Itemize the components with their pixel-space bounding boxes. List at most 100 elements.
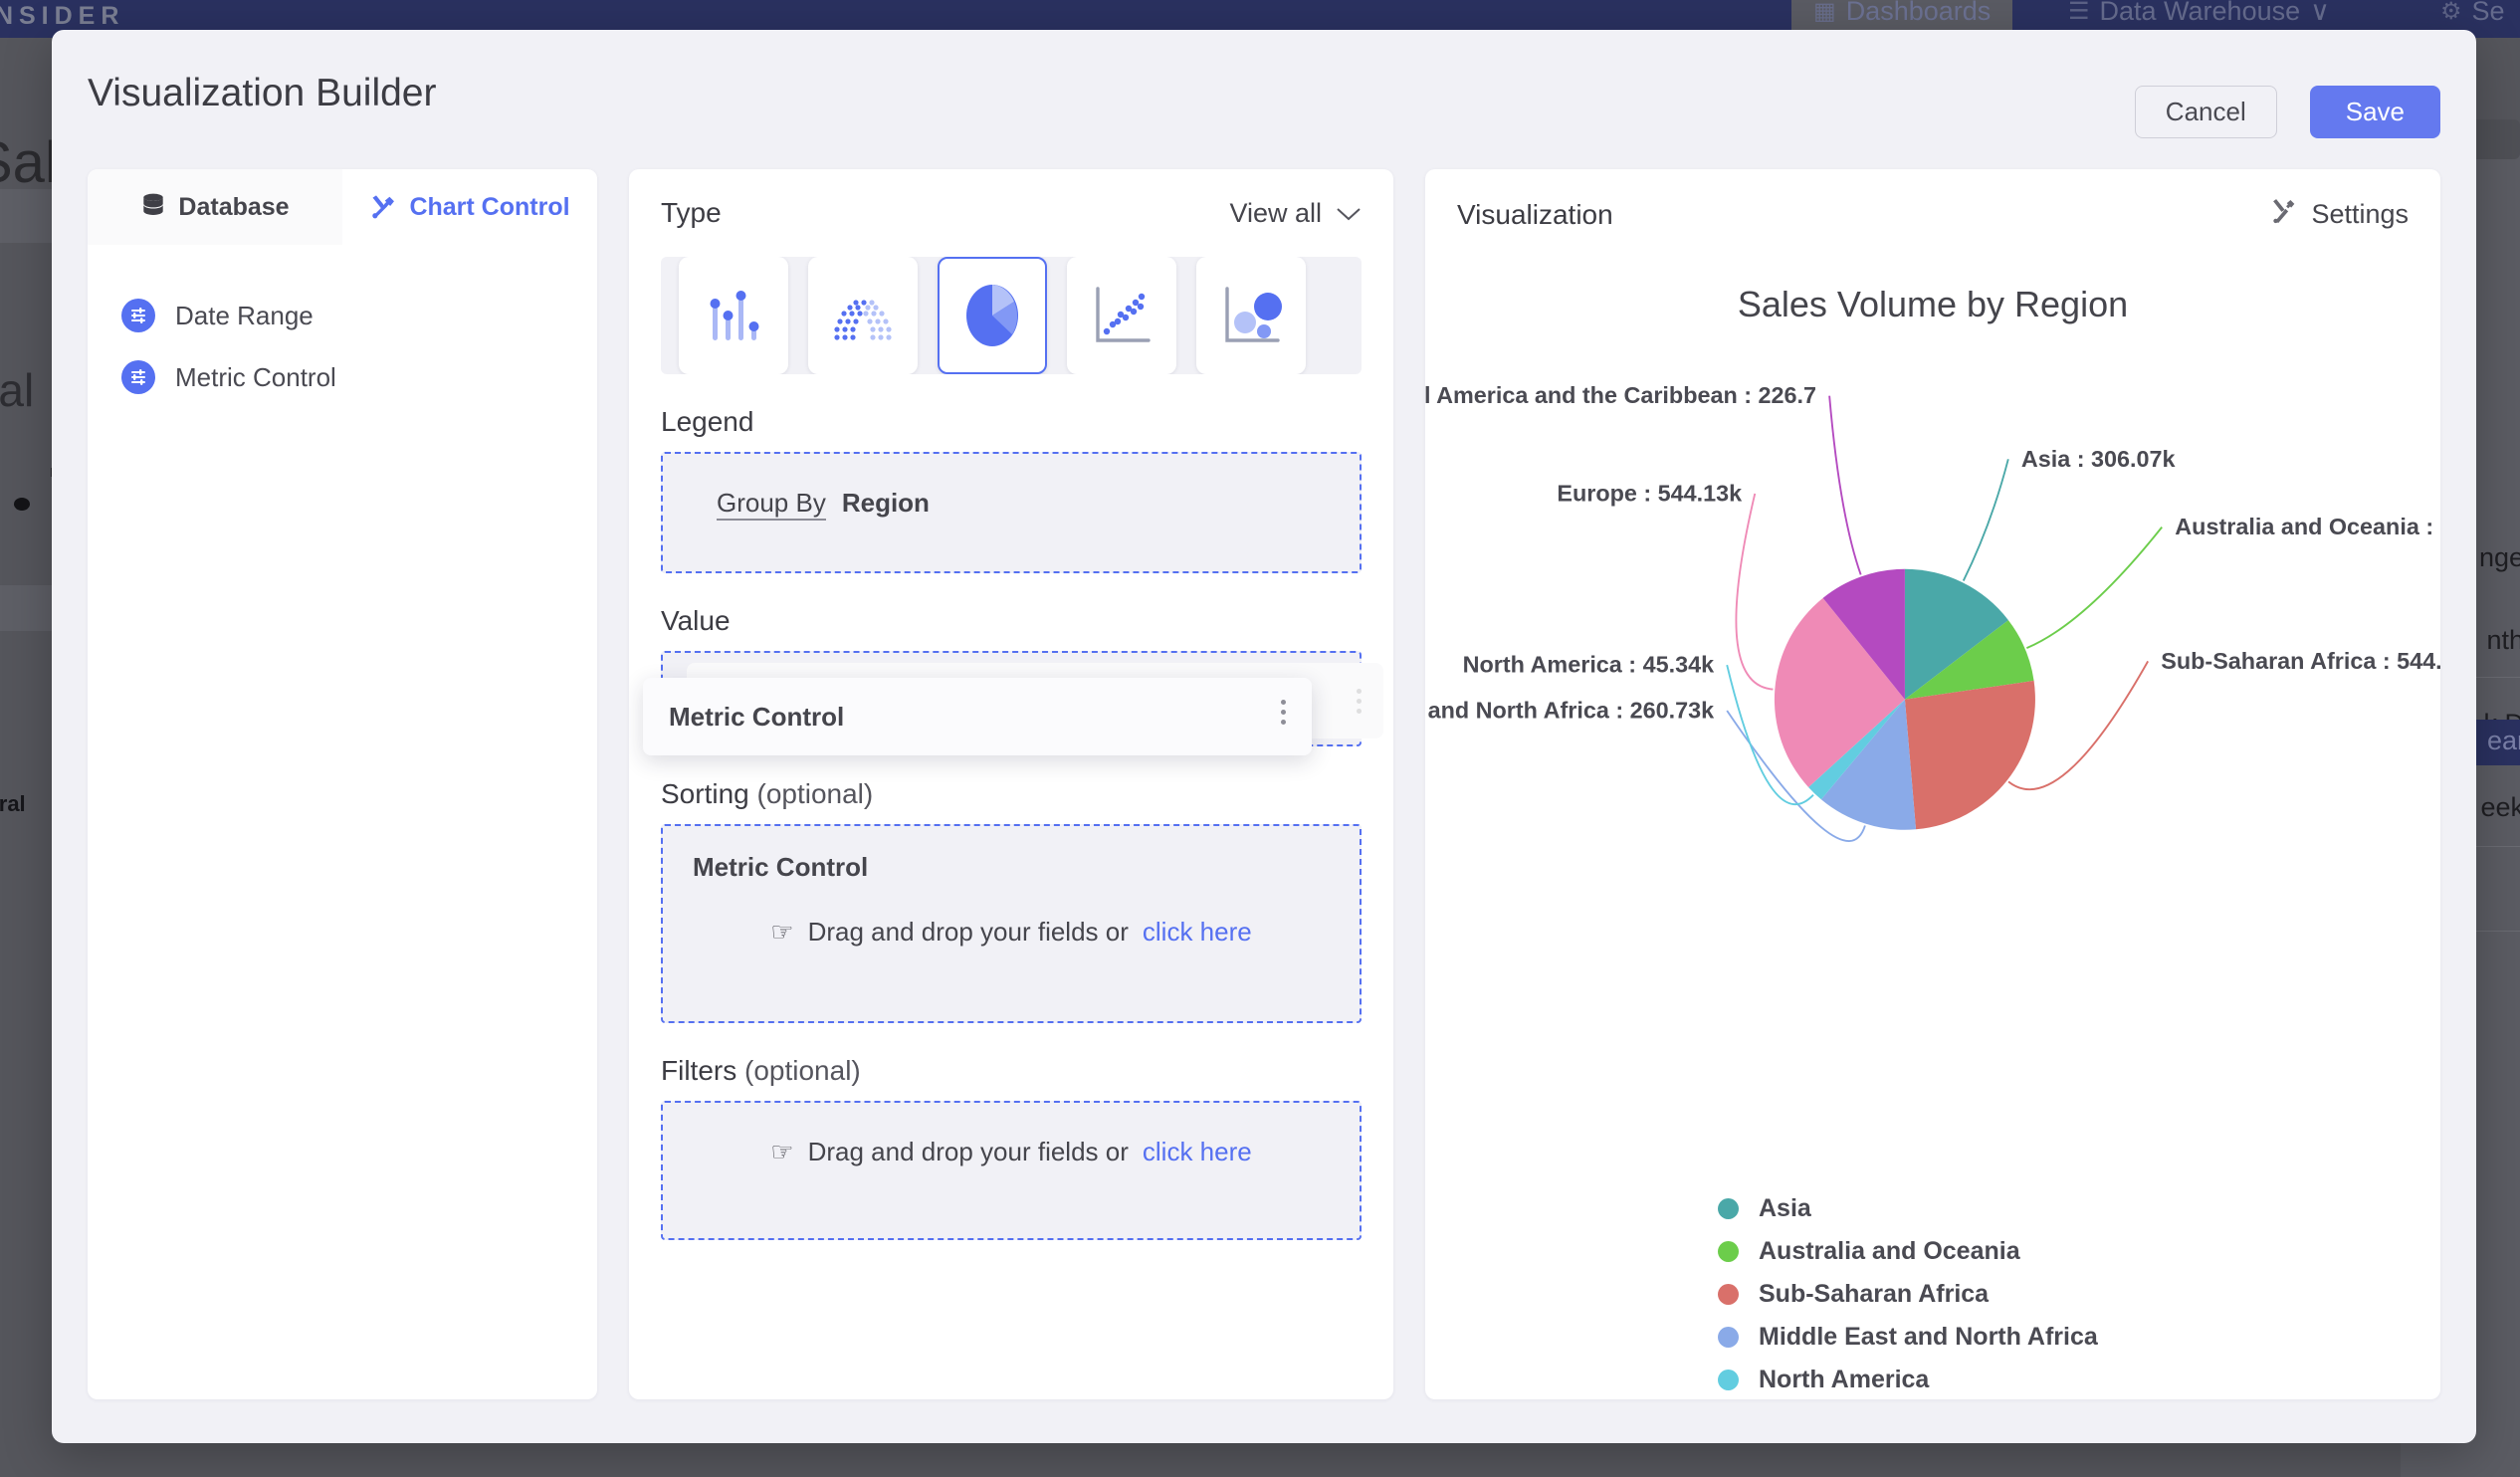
legend-item[interactable]: Australia and Oceania	[1718, 1237, 2173, 1266]
sorting-section-label: Sorting (optional)	[661, 778, 1362, 810]
pie-callout-label: Middle East and North Africa : 260.73k	[1425, 697, 1715, 723]
field-item-metric-control[interactable]: Metric Control	[88, 346, 597, 408]
legend-swatch-icon	[1718, 1370, 1739, 1390]
pie-callout-labels: Asia : 306.07k Australia and Oceania : 17…	[1425, 382, 2440, 723]
page-title: Visualization Builder	[88, 72, 437, 114]
visualization-panel: Visualization Settings Sales Volume by R…	[1425, 169, 2440, 1399]
legend-item-label: Sub-Saharan Africa	[1759, 1280, 1990, 1308]
legend-dropzone[interactable]: Group By Region	[661, 452, 1362, 573]
legend-swatch-icon	[1718, 1327, 1739, 1348]
dragged-field-chip[interactable]: Metric Control	[643, 678, 1312, 755]
sorting-hint-text: Drag and drop your fields or	[807, 917, 1129, 947]
field-item-date-range-label: Date Range	[175, 300, 314, 330]
background-bullet-dot	[14, 498, 30, 511]
sorting-dropzone[interactable]: Metric Control ☞ Drag and drop your fiel…	[661, 824, 1362, 1023]
database-user-icon: ☰	[2068, 0, 2090, 25]
settings-label: Settings	[2311, 199, 2409, 229]
chart-legend: Asia Australia and Oceania Sub-Saharan Afr…	[1718, 1194, 2173, 1399]
background-kpi-label: otal	[0, 364, 35, 416]
visualization-builder-modal: Visualization Builder Cancel Save Databa…	[52, 30, 2476, 1443]
pie-slice[interactable]	[1774, 597, 1905, 787]
background-nav-settings[interactable]: ⚙ Se	[2440, 0, 2505, 27]
visualization-header-row: Visualization Settings	[1457, 197, 2409, 232]
sorting-section-optional: (optional)	[748, 778, 874, 809]
gear-icon: ⚙	[2440, 0, 2462, 25]
background-row-label[interactable]: eek	[2480, 792, 2520, 822]
pie-chart[interactable]: Asia : 306.07k Australia and Oceania : 17…	[1425, 289, 2440, 1045]
pie-slice[interactable]	[1820, 699, 1917, 830]
filters-click-here-link[interactable]: click here	[1142, 1137, 1252, 1166]
type-row: Type View all	[661, 197, 1362, 229]
sliders-icon	[121, 360, 155, 394]
pie-slice[interactable]	[1904, 620, 2034, 700]
pie-leader-lines	[1726, 395, 2163, 842]
field-item-date-range[interactable]: Date Range	[88, 285, 597, 346]
kebab-menu-icon	[1357, 688, 1362, 714]
cancel-button[interactable]: Cancel	[2134, 86, 2277, 138]
pie-callout-label: Central America and the Caribbean : 226.…	[1425, 382, 1816, 408]
legend-item[interactable]: Asia	[1718, 1194, 2173, 1223]
chart-type-pie-chart-icon[interactable]	[938, 257, 1047, 374]
chart-type-lollipop-chart-icon[interactable]	[679, 257, 788, 374]
tools-icon	[369, 193, 397, 221]
background-row-label[interactable]: nth	[2486, 625, 2520, 655]
visualization-section-label: Visualization	[1457, 198, 1613, 230]
legend-section-label: Legend	[661, 406, 754, 437]
pie-slice[interactable]	[1808, 699, 1905, 800]
legend-item-label: Asia	[1759, 1194, 1811, 1222]
tools-icon	[2268, 197, 2298, 232]
drag-hand-icon: ☞	[770, 917, 794, 947]
pie-callout-label: Asia : 306.07k	[2021, 446, 2177, 472]
kebab-menu-icon[interactable]	[1281, 700, 1286, 725]
pie-callout-label: Australia and Oceania : 170.04k	[2175, 514, 2440, 539]
sorting-click-here-link[interactable]: click here	[1142, 917, 1252, 947]
legend-item[interactable]: Sub-Saharan Africa	[1718, 1280, 2173, 1309]
chart-type-dot-density-arc-chart-icon[interactable]	[808, 257, 918, 374]
legend-group-by-row[interactable]: Group By Region	[693, 480, 1330, 527]
save-button[interactable]: Save	[2309, 86, 2440, 138]
tab-database[interactable]: Database	[88, 169, 342, 245]
pie-slices[interactable]	[1774, 568, 2035, 830]
tab-database-label: Database	[178, 192, 290, 221]
settings-button[interactable]: Settings	[2268, 197, 2409, 232]
pie-leader-line	[2026, 527, 2163, 649]
pie-slice[interactable]	[1822, 568, 1905, 700]
modal-body: Database Chart Control	[52, 147, 2476, 1443]
filters-section-label: Filters (optional)	[661, 1055, 1362, 1087]
filters-dropzone[interactable]: ☞ Drag and drop your fields or click her…	[661, 1101, 1362, 1240]
pie-leader-line	[1962, 459, 2009, 582]
database-icon	[140, 193, 166, 221]
tab-chart-control-label: Chart Control	[409, 192, 570, 221]
legend-item[interactable]: North America	[1718, 1366, 2173, 1394]
legend-item[interactable]: Middle East and North Africa	[1718, 1323, 2173, 1352]
legend-group-by-key: Group By	[717, 488, 826, 521]
field-item-metric-control-label: Metric Control	[175, 361, 336, 392]
chart-control-panel: Type View all	[629, 169, 1393, 1399]
background-nav-settings-label: Se	[2471, 0, 2505, 26]
legend-group-by-value: Region	[841, 488, 930, 518]
legend-item-label: Middle East and North Africa	[1759, 1323, 2098, 1351]
modal-header: Visualization Builder Cancel Save	[52, 30, 2476, 147]
view-all-button[interactable]: View all	[1229, 198, 1362, 229]
fields-panel: Database Chart Control	[88, 169, 597, 1399]
tab-chart-control[interactable]: Chart Control	[342, 169, 597, 245]
chart-type-scatter-chart-icon[interactable]	[1067, 257, 1176, 374]
chart-title: Sales Volume by Region	[1737, 284, 2129, 324]
legend-item-label: North America	[1759, 1366, 1930, 1393]
background-legend-label: ntral	[0, 791, 26, 816]
pie-leader-line	[1828, 395, 1862, 575]
pie-slice[interactable]	[1904, 680, 2035, 830]
legend-swatch-icon	[1718, 1284, 1739, 1305]
pie-slice[interactable]	[1904, 568, 2008, 700]
filters-section-optional: (optional)	[736, 1055, 861, 1086]
modal-actions: Cancel Save	[2134, 86, 2440, 138]
chart-type-bubble-chart-icon[interactable]	[1196, 257, 1306, 374]
background-nav-data-warehouse-label: Data Warehouse	[2099, 0, 2301, 26]
background-row-label[interactable]: nge	[2478, 542, 2520, 572]
field-list: Date Range Metric Control	[88, 245, 597, 408]
drag-hand-icon: ☞	[770, 1137, 794, 1166]
background-nav-data-warehouse[interactable]: ☰ Data Warehouse ∨	[2068, 0, 2330, 27]
pie-leader-line	[1726, 664, 1814, 806]
value-dropzone[interactable]: Metric Control Metric Control	[643, 651, 1383, 755]
sorting-section-title: Sorting	[661, 778, 749, 809]
